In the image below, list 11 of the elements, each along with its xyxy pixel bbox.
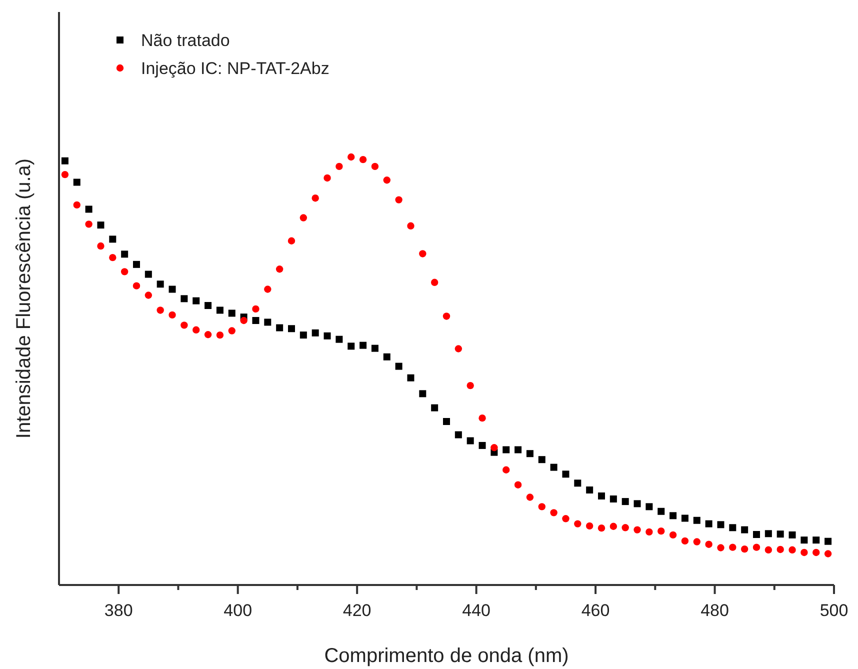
- x-axis-title: Comprimento de onda (nm): [324, 645, 569, 667]
- legend-label: Injeção IC: NP-TAT-2Abz: [141, 59, 330, 78]
- x-tick-label: 500: [820, 601, 848, 620]
- x-tick-label: 400: [224, 601, 252, 620]
- x-tick-label: 420: [342, 601, 372, 620]
- x-tick-label: 460: [581, 601, 610, 620]
- y-axis-title: Intensidade Fluorescência (u.a): [13, 158, 35, 439]
- x-tick-label: 480: [700, 601, 729, 620]
- x-tick-label: 380: [104, 601, 133, 620]
- legend-label: Não tratado: [141, 31, 230, 50]
- x-tick-label: 440: [462, 601, 490, 620]
